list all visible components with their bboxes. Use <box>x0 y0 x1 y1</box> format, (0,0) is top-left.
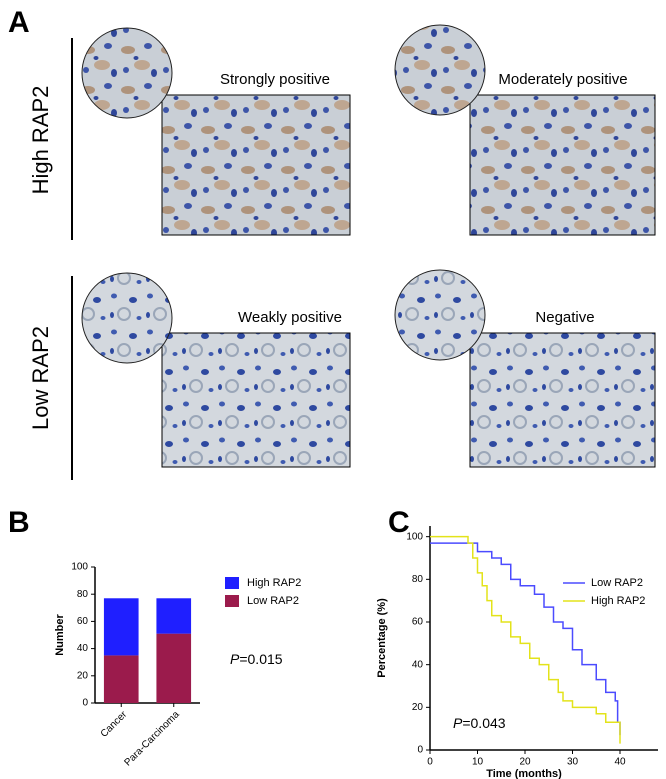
legend-label: Low RAP2 <box>247 595 299 607</box>
annotation-text: =0.015 <box>239 651 282 667</box>
annotation: P=0.043 <box>453 715 506 731</box>
micrograph <box>161 94 351 236</box>
panel-label: A <box>8 6 30 39</box>
y-tick-label: 100 <box>406 531 423 542</box>
image-label: Strongly positive <box>220 71 330 88</box>
y-axis-label: Number <box>54 614 66 656</box>
annotation-italic: P <box>453 715 463 731</box>
legend-swatch <box>225 577 239 589</box>
micrograph <box>469 332 656 468</box>
y-tick-label: 40 <box>77 643 89 654</box>
x-tick-label: 10 <box>472 757 484 768</box>
micrograph-inset <box>394 24 486 116</box>
survival-curve <box>430 542 621 736</box>
annotation-text: =0.043 <box>462 715 505 731</box>
row-label: Low RAP2 <box>28 326 53 430</box>
bar-segment <box>103 598 139 656</box>
bar-segment <box>103 655 139 703</box>
micrograph-inset <box>81 272 173 364</box>
y-tick-label: 0 <box>82 698 88 709</box>
legend-label: Low RAP2 <box>591 577 643 589</box>
y-tick-label: 0 <box>417 745 423 756</box>
x-tick-label: 0 <box>427 757 433 768</box>
panel-label: B <box>8 506 30 539</box>
y-tick-label: 80 <box>412 574 424 585</box>
bar-segment <box>156 633 192 703</box>
annotation: P=0.015 <box>230 651 283 667</box>
y-tick-label: 100 <box>71 562 88 573</box>
image-label: Moderately positive <box>498 71 627 88</box>
bar-segment <box>156 598 192 634</box>
y-tick-label: 20 <box>412 702 424 713</box>
image-label: Weakly positive <box>238 309 342 326</box>
legend-label: High RAP2 <box>247 577 301 589</box>
y-tick-label: 40 <box>412 659 424 670</box>
legend-label: High RAP2 <box>591 595 645 607</box>
survival-curve <box>430 535 621 744</box>
x-tick-label: 40 <box>614 757 626 768</box>
y-tick-label: 20 <box>77 670 89 681</box>
panel-label: C <box>388 506 410 539</box>
legend-swatch <box>225 595 239 607</box>
micrograph <box>161 332 351 468</box>
x-tick-label: 20 <box>519 757 531 768</box>
x-axis-label: Time (months) <box>486 768 562 779</box>
y-tick-label: 60 <box>412 617 424 628</box>
micrograph-inset <box>394 269 486 361</box>
row-label: High RAP2 <box>28 86 53 195</box>
y-tick-label: 60 <box>77 616 89 627</box>
y-axis-label: Percentage (%) <box>376 598 388 678</box>
x-tick-label: 30 <box>567 757 579 768</box>
image-label: Negative <box>535 309 594 326</box>
annotation-italic: P <box>230 651 240 667</box>
micrograph <box>469 94 656 236</box>
micrograph-inset <box>81 27 173 119</box>
y-tick-label: 80 <box>77 589 89 600</box>
